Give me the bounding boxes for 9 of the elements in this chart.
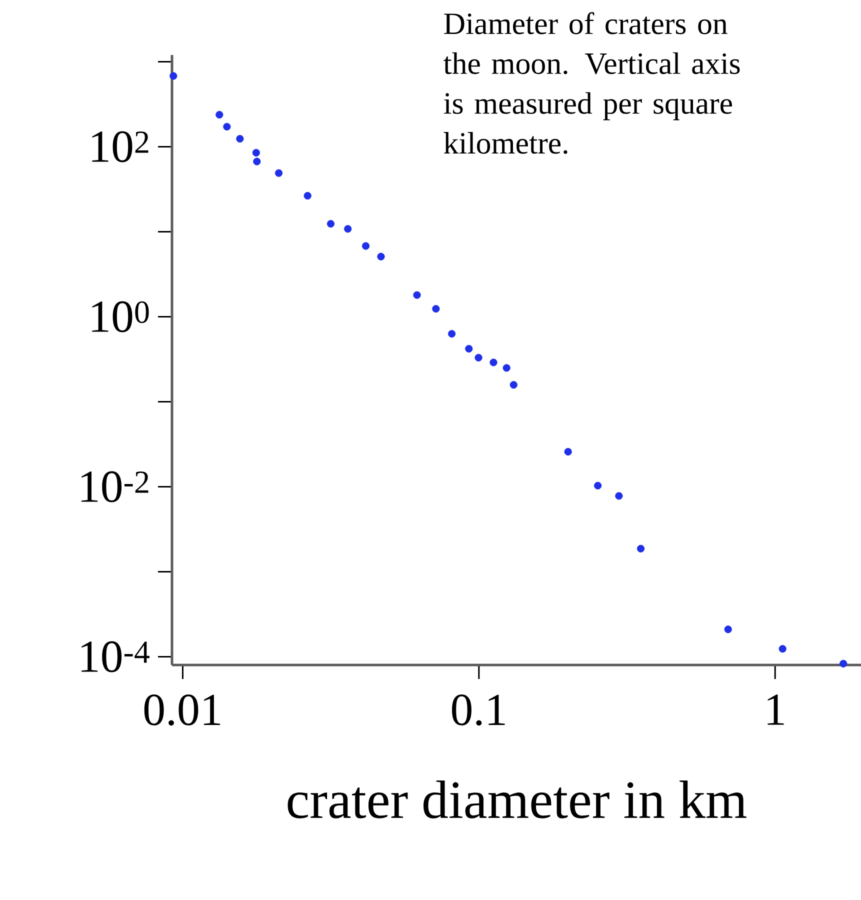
y-tick-label: 10$^{-2}$	[81, 471, 148, 502]
annotation: Diameter of craters on the moon. Vertical axis is measured per square kilometre.	[444, 12, 740, 154]
x-axis-title: crater diameter in km	[288, 780, 746, 818]
x-tick-label: 0.1	[452, 694, 505, 726]
y-tick-label: 10$^{2}$	[92, 131, 148, 162]
y-tick-label: 10$^{-4}$	[81, 641, 150, 672]
y-tick-label: 10$^{0}$	[92, 301, 149, 332]
x-tick-label: 1	[768, 694, 784, 725]
x-tick-label: 0.01	[144, 694, 220, 726]
